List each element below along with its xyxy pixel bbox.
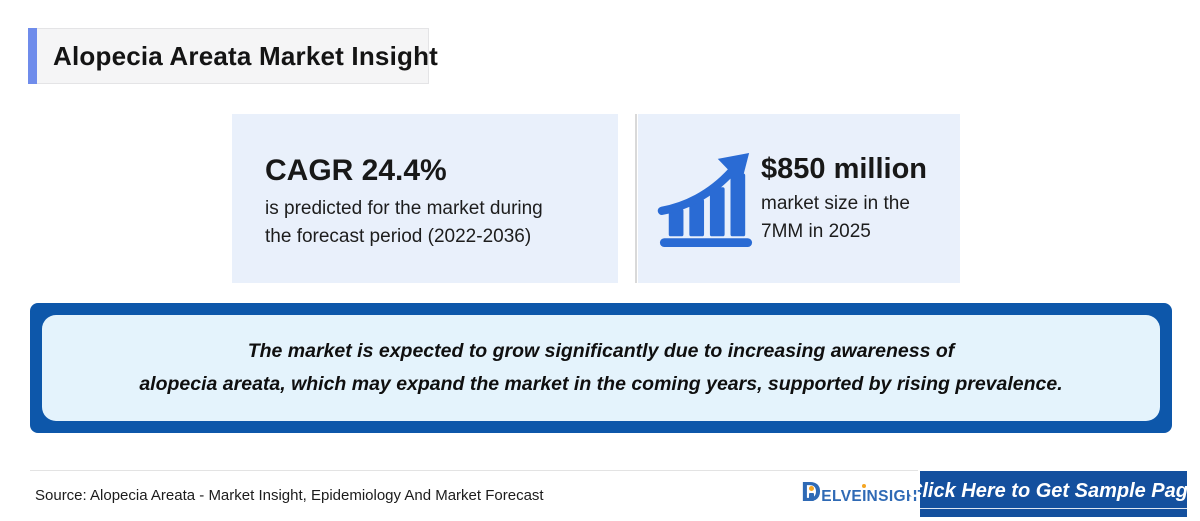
market-size-description-line1: market size in the xyxy=(761,192,910,214)
callout-banner: The market is expected to grow significa… xyxy=(30,303,1172,433)
card-divider xyxy=(635,114,637,283)
title-box: Alopecia Areata Market Insight xyxy=(28,28,438,84)
get-sample-page-label: Click Here to Get Sample Page xyxy=(904,480,1200,509)
page-title: Alopecia Areata Market Insight xyxy=(53,40,439,71)
logo-dotted-i: I xyxy=(862,488,867,505)
market-size-card: $850 million market size in the 7MM in 2… xyxy=(638,114,960,283)
logo-letter-d: D xyxy=(801,476,822,507)
cagr-description-line1: is predicted for the market during xyxy=(265,198,543,219)
title-accent-bar xyxy=(28,28,37,84)
logo-text-elve: ELVE xyxy=(821,488,863,505)
footer-divider xyxy=(30,470,918,471)
logo-text-nsight: NSIGHT xyxy=(866,488,928,505)
logo-person-body-icon xyxy=(809,493,814,501)
market-size-value: $850 million xyxy=(761,152,928,185)
cagr-card: CAGR 24.4% is predicted for the market d… xyxy=(232,114,618,283)
cagr-value: CAGR 24.4% xyxy=(265,154,447,187)
delveinsight-logo[interactable]: D ELVE I NSIGHT xyxy=(801,476,928,510)
cagr-description-line2: the forecast period (2022-2036) xyxy=(265,226,532,247)
logo-person-head-icon xyxy=(809,486,814,491)
source-note: Source: Alopecia Areata - Market Insight… xyxy=(35,487,544,504)
callout-text-line1: The market is expected to grow significa… xyxy=(247,340,955,362)
get-sample-page-button[interactable]: Click Here to Get Sample Page xyxy=(904,471,1200,517)
callout-inner-panel: The market is expected to grow significa… xyxy=(42,315,1160,421)
growth-bar-chart-icon xyxy=(655,152,757,250)
market-size-description-line2: 7MM in 2025 xyxy=(761,220,871,242)
callout-text-line2: alopecia areata, which may expand the ma… xyxy=(139,373,1063,395)
